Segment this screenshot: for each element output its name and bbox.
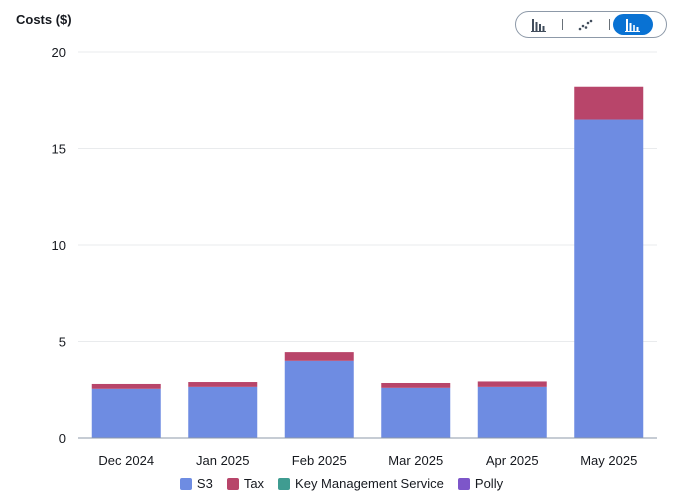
bar-segment-tax bbox=[574, 86, 644, 120]
bar-segment-tax bbox=[381, 382, 451, 388]
legend-label: Key Management Service bbox=[295, 476, 444, 491]
bar-segment-s3 bbox=[188, 386, 258, 438]
bar-segment-tax bbox=[284, 352, 354, 361]
stacked-bar-chart-icon bbox=[625, 18, 640, 32]
bar-segment-s3 bbox=[574, 119, 644, 439]
y-tick-label: 5 bbox=[59, 335, 66, 350]
bar-chart-button[interactable] bbox=[519, 14, 559, 35]
y-axis-title: Costs ($) bbox=[16, 12, 72, 27]
scatter-chart-button[interactable] bbox=[566, 14, 606, 35]
bar-segment-tax bbox=[477, 381, 547, 387]
chart-legend: S3 Tax Key Management Service Polly bbox=[0, 476, 683, 491]
legend-label: Tax bbox=[243, 476, 265, 491]
chart-type-toggle bbox=[515, 11, 667, 38]
y-tick-label: 0 bbox=[59, 431, 66, 446]
legend-item[interactable]: Polly bbox=[457, 476, 504, 491]
stacked-bar-chart-button[interactable] bbox=[613, 14, 653, 35]
legend-swatch bbox=[457, 477, 470, 490]
bar-segment-tax bbox=[188, 382, 258, 387]
bar-segment-s3 bbox=[91, 388, 161, 438]
legend-swatch bbox=[226, 477, 239, 490]
bar-segment-s3 bbox=[477, 386, 547, 438]
y-tick-label: 10 bbox=[52, 238, 66, 253]
legend-item[interactable]: Key Management Service bbox=[278, 476, 444, 491]
legend-label: S3 bbox=[196, 476, 213, 491]
x-tick-label: Jan 2025 bbox=[196, 453, 250, 468]
y-tick-label: 15 bbox=[52, 142, 66, 157]
legend-swatch bbox=[278, 477, 291, 490]
x-tick-label: Mar 2025 bbox=[388, 453, 443, 468]
legend-item[interactable]: S3 bbox=[179, 476, 213, 491]
legend-label: Polly bbox=[474, 476, 504, 491]
bar-segment-s3 bbox=[381, 387, 451, 438]
y-tick-label: 20 bbox=[52, 45, 66, 60]
bar-segment-s3 bbox=[284, 360, 354, 438]
toggle-separator bbox=[562, 19, 563, 30]
x-tick-label: Dec 2024 bbox=[98, 453, 154, 468]
toggle-separator bbox=[609, 19, 610, 30]
x-tick-label: Apr 2025 bbox=[486, 453, 539, 468]
x-tick-label: Feb 2025 bbox=[292, 453, 347, 468]
x-tick-label: May 2025 bbox=[580, 453, 637, 468]
legend-swatch bbox=[179, 477, 192, 490]
scatter-chart-icon bbox=[578, 19, 593, 30]
bar-segment-tax bbox=[91, 383, 161, 389]
bar-chart-icon bbox=[531, 18, 546, 32]
stacked-bar-chart: 0 5 10 15 20 Dec 2024 Jan 2025 Feb 2025 Mar 2025… bbox=[52, 45, 657, 468]
legend-item[interactable]: Tax bbox=[226, 476, 265, 491]
